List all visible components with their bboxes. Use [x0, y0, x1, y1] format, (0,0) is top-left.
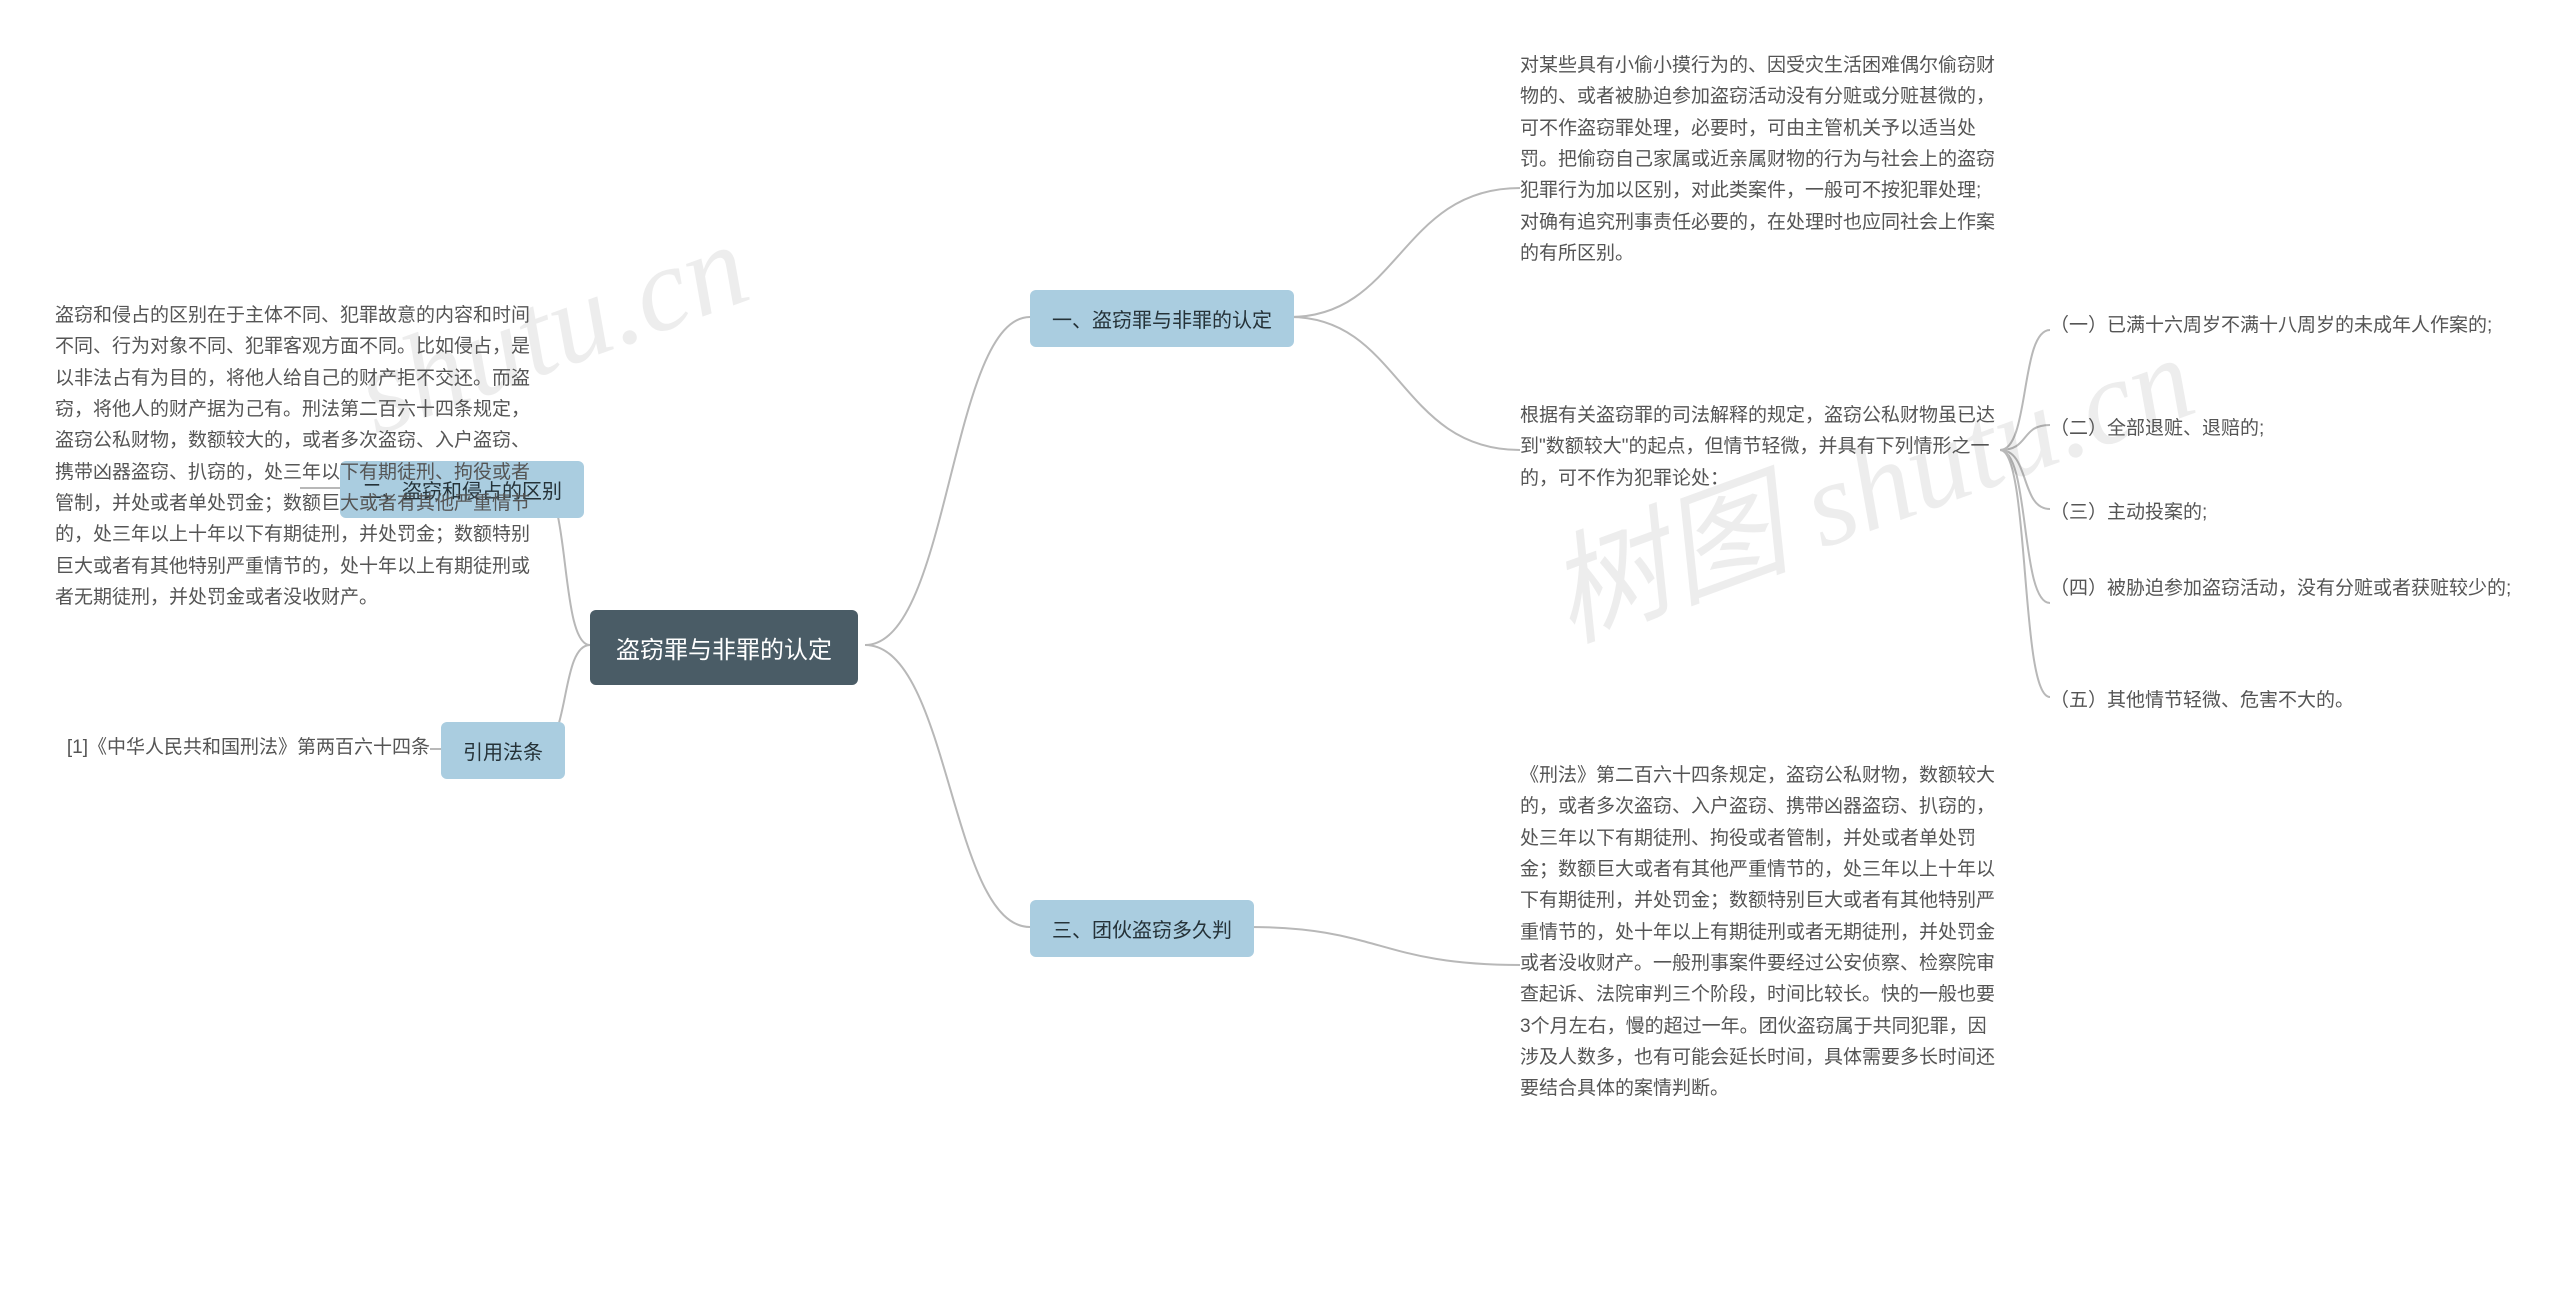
branch-4[interactable]: 引用法条 — [441, 722, 565, 779]
branch-1-leaf-2d: （四）被胁迫参加盗窃活动，没有分赃或者获赃较少的; — [2050, 573, 2530, 604]
branch-1-leaf-2c: （三）主动投案的; — [2050, 497, 2207, 528]
branch-1-leaf-2e: （五）其他情节轻微、危害不大的。 — [2050, 685, 2354, 716]
connector-layer — [0, 0, 2560, 1293]
branch-1[interactable]: 一、盗窃罪与非罪的认定 — [1030, 290, 1294, 347]
branch-3[interactable]: 三、团伙盗窃多久判 — [1030, 900, 1254, 957]
branch-1-leaf-2: 根据有关盗窃罪的司法解释的规定，盗窃公私财物虽已达到"数额较大"的起点，但情节轻… — [1520, 400, 2000, 494]
root-node[interactable]: 盗窃罪与非罪的认定 — [590, 610, 858, 685]
branch-2-leaf-1: 盗窃和侵占的区别在于主体不同、犯罪故意的内容和时间不同、行为对象不同、犯罪客观方… — [55, 300, 535, 613]
branch-4-leaf-1: [1]《中华人民共和国刑法》第两百六十四条 — [55, 732, 430, 763]
branch-3-leaf-1: 《刑法》第二百六十四条规定，盗窃公私财物，数额较大的，或者多次盗窃、入户盗窃、携… — [1520, 760, 2000, 1105]
branch-1-leaf-2a: （一）已满十六周岁不满十八周岁的未成年人作案的; — [2050, 310, 2530, 341]
branch-1-leaf-1: 对某些具有小偷小摸行为的、因受灾生活困难偶尔偷窃财物的、或者被胁迫参加盗窃活动没… — [1520, 50, 2000, 269]
branch-1-leaf-2b: （二）全部退赃、退赔的; — [2050, 413, 2264, 444]
mindmap-canvas: { "colors": { "root_bg": "#4a5c66", "roo… — [0, 0, 2560, 1293]
connector-layer-left — [0, 0, 2560, 1293]
